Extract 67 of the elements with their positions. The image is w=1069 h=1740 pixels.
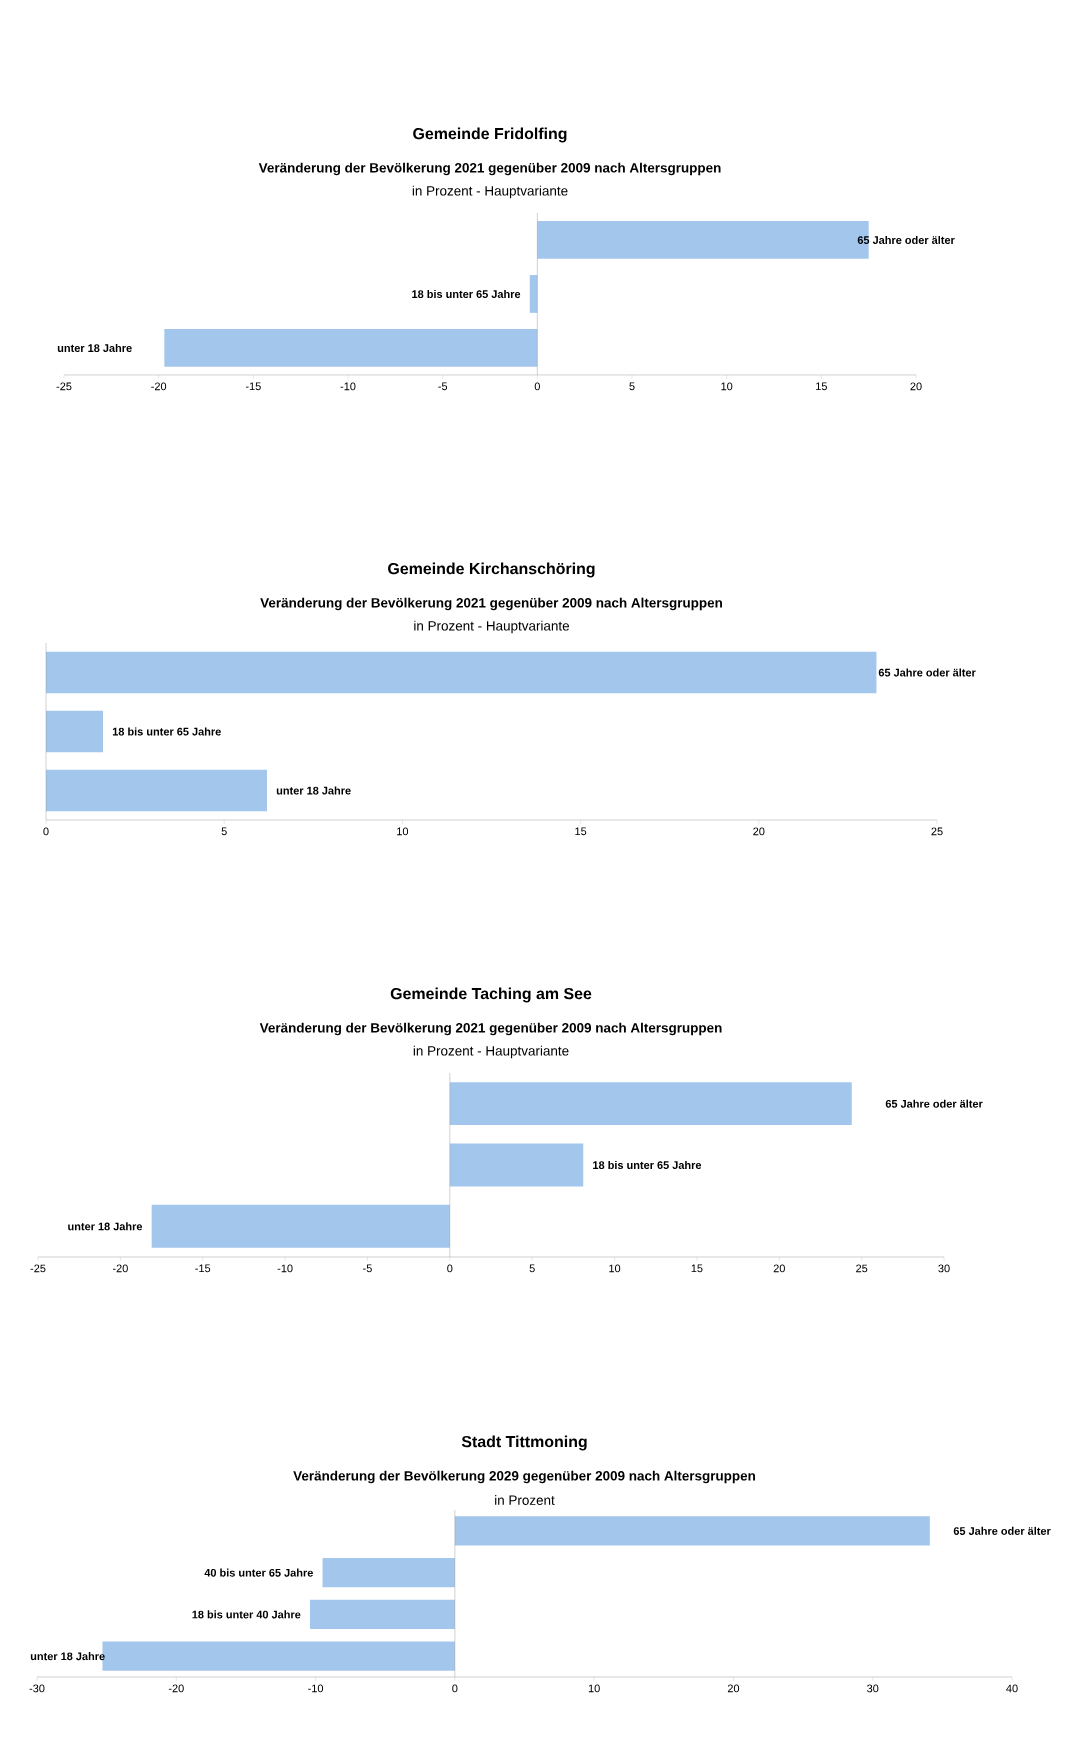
- chart-title: Gemeinde Fridolfing: [413, 127, 567, 143]
- x-tick-label: 15: [691, 1264, 703, 1273]
- y-tick-label: 18 bis unter 65 Jahre: [412, 289, 521, 298]
- x-tick-label: -15: [195, 1264, 211, 1273]
- x-tick-label: 20: [753, 827, 765, 836]
- x-tick-label: -20: [168, 1684, 184, 1693]
- x-tick-label: 15: [816, 382, 827, 391]
- y-tick-label: 18 bis unter 40 Jahre: [192, 1610, 301, 1619]
- x-tick-label: -25: [56, 382, 72, 391]
- y-tick-label: 40 bis unter 65 Jahre: [204, 1568, 313, 1577]
- x-tick-label: -30: [29, 1684, 45, 1693]
- y-tick-label: 65 Jahre oder älter: [953, 1526, 1051, 1535]
- bar: [449, 1082, 852, 1126]
- x-tick-label: 25: [931, 827, 943, 836]
- text: in Prozent: [495, 1495, 555, 1505]
- bar: [46, 651, 877, 694]
- x-tick-label: 20: [727, 1684, 740, 1693]
- y-tick-label: 65 Jahre oder älter: [885, 1099, 983, 1108]
- x-tick-label: 10: [721, 382, 733, 391]
- x-tick-label: -5: [438, 382, 448, 391]
- x-tick-label: -10: [308, 1684, 324, 1693]
- text: in Prozent - Hauptvariante: [412, 185, 568, 199]
- y-tick-label: 65 Jahre oder älter: [878, 668, 976, 677]
- chart-subtitle: Veränderung der Bevölkerung 2029 gegenüber 2009 nach Altersgruppen: [293, 1470, 755, 1484]
- x-tick-label: 0: [452, 1684, 458, 1693]
- x-tick-label: 0: [447, 1264, 453, 1273]
- chart-subtitle: Veränderung der Bevölkerung 2021 gegenüber 2009 nach Altersgruppen: [259, 1022, 722, 1036]
- x-tick-label: 20: [910, 382, 922, 391]
- x-tick-label: 10: [588, 1684, 600, 1693]
- x-tick-label: -20: [151, 382, 167, 391]
- x-tick-label: 30: [938, 1264, 950, 1273]
- x-tick-label: 5: [221, 827, 227, 836]
- y-tick-label: 65 Jahre oder älter: [857, 235, 955, 244]
- x-tick-label: 40: [1006, 1684, 1018, 1693]
- x-tick-label: -10: [340, 382, 356, 391]
- x-tick-label: -20: [112, 1264, 128, 1273]
- x-tick-label: 10: [397, 827, 409, 836]
- y-tick-label: 18 bis unter 65 Jahre: [593, 1160, 702, 1170]
- x-tick-label: -15: [245, 382, 261, 391]
- x-tick-label: -5: [363, 1264, 372, 1273]
- y-tick-label: unter 18 Jahre: [68, 1222, 143, 1231]
- chart-subtitle: Veränderung der Bevölkerung 2021 gegenüber 2009 nach Altersgruppen: [260, 597, 722, 611]
- x-tick-label: 5: [529, 1264, 535, 1273]
- x-tick-label: 10: [609, 1264, 621, 1273]
- chart-title: Stadt Tittmoning: [461, 1435, 587, 1451]
- x-tick-label: 0: [534, 382, 540, 391]
- chart-subtitle: Veränderung der Bevölkerung 2021 gegenüber 2009 nach Altersgruppen: [258, 162, 721, 176]
- x-tick-label: 30: [867, 1684, 879, 1693]
- bar: [449, 1143, 584, 1187]
- y-tick-label: unter 18 Jahre: [30, 1652, 105, 1661]
- text: in Prozent - Hauptvariante: [413, 1045, 569, 1059]
- chart-title: Gemeinde Taching am See: [390, 987, 592, 1003]
- x-tick-label: -25: [30, 1264, 46, 1273]
- text: in Prozent - Hauptvariante: [414, 620, 570, 634]
- x-tick-label: 15: [575, 827, 587, 836]
- x-tick-label: 0: [43, 827, 49, 836]
- y-tick-label: 18 bis unter 65 Jahre: [112, 727, 221, 736]
- x-tick-label: -10: [277, 1264, 293, 1273]
- x-tick-label: 20: [773, 1264, 785, 1273]
- y-tick-label: unter 18 Jahre: [57, 343, 132, 352]
- x-tick-label: 25: [856, 1264, 868, 1273]
- x-tick-label: 5: [629, 382, 635, 391]
- bar: [46, 769, 267, 812]
- bar: [46, 710, 104, 753]
- y-tick-label: unter 18 Jahre: [276, 786, 351, 795]
- chart-title: Gemeinde Kirchanschöring: [388, 562, 595, 578]
- bar: [151, 1204, 450, 1248]
